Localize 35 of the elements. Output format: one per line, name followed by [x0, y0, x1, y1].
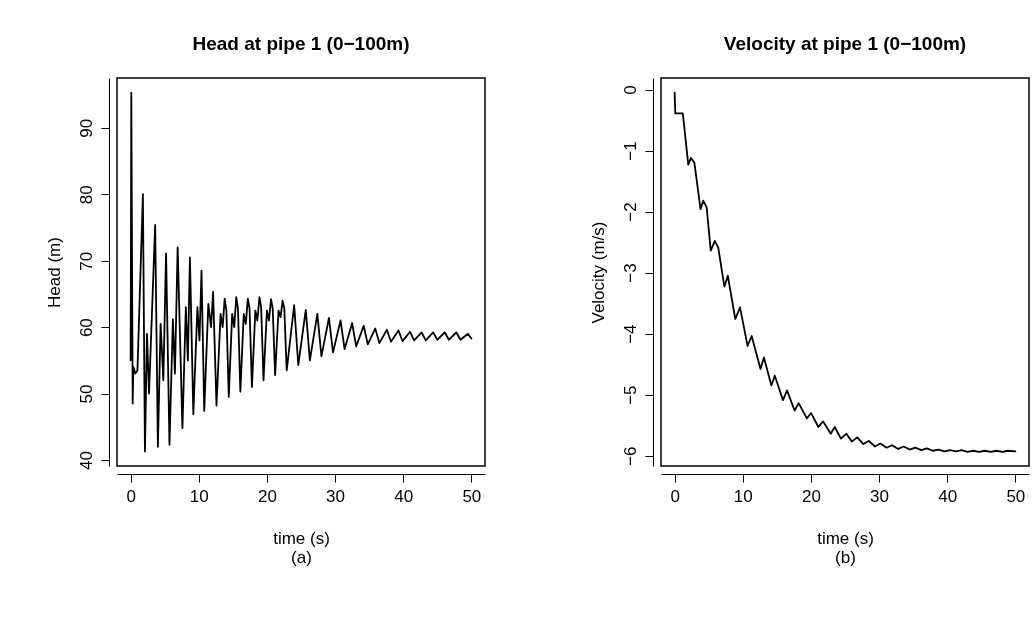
x-axis-title: time (s) — [817, 528, 874, 548]
y-tick-label: −6 — [620, 446, 640, 466]
y-tick-label: −1 — [620, 141, 640, 161]
x-tick-label: 40 — [394, 486, 414, 506]
x-tick-label: 50 — [462, 486, 482, 506]
y-tick-label: −3 — [620, 263, 640, 283]
line-series — [129, 91, 473, 453]
y-tick-label: −2 — [620, 202, 640, 222]
y-tick-label: 70 — [76, 251, 96, 271]
x-tick-label: 20 — [801, 486, 821, 506]
text: (a) — [291, 547, 312, 567]
x-tick-label: 40 — [938, 486, 958, 506]
chart-title: Head at pipe 1 (0−100m) — [192, 33, 410, 54]
y-tick-label: 60 — [76, 318, 96, 338]
x-tick-label: 20 — [257, 486, 277, 506]
y-tick-label: 80 — [76, 185, 96, 205]
x-tick-label: 0 — [126, 486, 136, 506]
y-tick-label: 50 — [76, 384, 96, 404]
chart-title: Velocity at pipe 1 (0−100m) — [723, 33, 967, 54]
y-axis-title: Head (m) — [44, 237, 64, 308]
line-series — [673, 91, 1017, 453]
y-tick-label: 90 — [76, 118, 96, 138]
x-tick-label: 10 — [189, 486, 209, 506]
x-tick-label: 30 — [870, 486, 890, 506]
text: (b) — [835, 547, 856, 567]
y-axis-title: Velocity (m/s) — [588, 221, 608, 324]
x-tick-label: 30 — [326, 486, 346, 506]
y-tick-label: −4 — [620, 324, 640, 344]
y-tick-label: −5 — [620, 385, 640, 405]
y-tick-label: 40 — [76, 451, 96, 470]
y-tick-label: 0 — [620, 85, 640, 95]
x-tick-label: 10 — [733, 486, 753, 506]
x-tick-label: 0 — [670, 486, 680, 506]
x-axis-title: time (s) — [273, 528, 330, 548]
x-tick-label: 50 — [1006, 486, 1026, 506]
